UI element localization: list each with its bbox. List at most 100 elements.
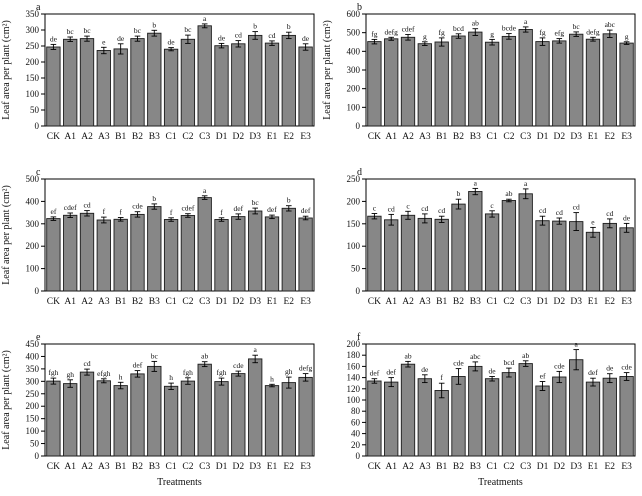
sig-letter-E2: b	[287, 22, 291, 31]
bar-CK	[46, 46, 61, 127]
category-label-D2: D2	[233, 132, 245, 142]
plot-box	[44, 13, 315, 127]
category-label-CK: CK	[368, 462, 381, 472]
sig-letter-E3: cde	[621, 363, 632, 372]
bar-D2	[231, 373, 246, 457]
bar-A3	[96, 380, 111, 457]
bar-A2	[400, 214, 416, 292]
y-tick-label: 350	[26, 9, 40, 19]
category-label-C1: C1	[166, 132, 177, 142]
category-label-C2: C2	[503, 132, 514, 142]
sig-letter-D3: cd	[573, 203, 580, 212]
panel-letter: b	[357, 2, 362, 13]
sig-letter-A3: g	[423, 32, 427, 41]
bar-A3	[96, 219, 111, 292]
category-label-D1: D1	[537, 132, 549, 142]
sig-letter-D2: cde	[233, 361, 244, 370]
category-label-B3: B3	[149, 297, 160, 307]
sig-letter-D3: b	[253, 22, 257, 31]
category-label-CK: CK	[368, 132, 381, 142]
sig-letter-A2: ab	[404, 351, 411, 360]
sig-letter-CK: def	[370, 369, 380, 378]
y-tick-label: 250	[26, 41, 40, 51]
bar-D1	[214, 45, 229, 127]
y-tick-label: 80	[351, 406, 361, 416]
bar-D3	[569, 33, 584, 127]
bar-E2	[281, 207, 296, 292]
bar-A2	[400, 36, 416, 127]
category-label-C3: C3	[520, 132, 531, 142]
bar-E1	[585, 38, 601, 127]
category-label-A3: A3	[419, 297, 431, 307]
sig-letter-E1: h	[270, 374, 274, 383]
panel-letter: d	[357, 167, 362, 178]
bar-B2	[451, 35, 466, 127]
sig-letter-E1: e	[591, 217, 595, 226]
y-tick-label: 400	[347, 46, 361, 56]
bar-D3	[248, 34, 263, 127]
bar-B1	[113, 48, 128, 127]
bar-E2	[602, 33, 617, 127]
sig-letter-A3: efgh	[97, 369, 111, 378]
category-label-CK: CK	[47, 462, 60, 472]
category-label-D3: D3	[570, 132, 582, 142]
sig-letter-A1: bc	[67, 27, 75, 36]
bar-CK	[367, 380, 382, 457]
category-label-D2: D2	[233, 462, 245, 472]
category-label-C3: C3	[199, 132, 210, 142]
bar-CK	[367, 215, 382, 292]
category-label-C2: C2	[182, 297, 193, 307]
bar-B1	[434, 218, 449, 292]
sig-letter-C3: ab	[522, 351, 529, 360]
category-label-E1: E1	[267, 462, 278, 472]
y-tick-label: 150	[26, 73, 40, 83]
sig-letter-C2: fgh	[183, 368, 193, 377]
sig-letter-D1: ef	[540, 372, 546, 381]
y-tick-label: 200	[26, 401, 40, 411]
y-tick-label: 50	[30, 105, 40, 115]
category-label-D2: D2	[554, 132, 566, 142]
sig-letter-E3: def	[301, 206, 311, 215]
sig-letter-A1: gh	[66, 370, 74, 379]
sig-letter-D1: f	[220, 208, 223, 217]
category-label-A2: A2	[402, 132, 414, 142]
sig-letter-D3: a	[574, 340, 578, 349]
bar-E2	[281, 34, 296, 127]
category-label-B1: B1	[436, 462, 447, 472]
sig-letter-C3: a	[203, 186, 207, 195]
bar-E1	[264, 216, 280, 292]
category-label-D3: D3	[570, 462, 582, 472]
bar-D2	[552, 220, 567, 292]
sig-letter-D3: a	[253, 345, 257, 354]
category-label-A1: A1	[64, 297, 76, 307]
sig-letter-D2: cd	[235, 31, 242, 40]
y-tick-label: 100	[26, 264, 40, 274]
category-label-D3: D3	[570, 297, 582, 307]
sig-letter-C3: a	[203, 14, 207, 23]
panel-letter: e	[36, 332, 41, 343]
sig-letter-A2: c	[406, 201, 410, 210]
category-label-E3: E3	[300, 132, 311, 142]
chart-a: a 0 50 100 150 200 250 300 350 de CK bc A1 bc A2 e A3 de B…	[1, 2, 315, 142]
bar-E3	[298, 217, 313, 292]
sig-letter-E2: b	[287, 196, 291, 205]
bar-B2	[130, 373, 145, 457]
y-tick-label: 250	[347, 174, 361, 184]
bar-A1	[63, 383, 78, 457]
y-tick-label: 100	[347, 102, 361, 112]
y-tick-label: 200	[26, 241, 40, 251]
bar-B3	[147, 32, 162, 127]
sig-letter-B2: b	[457, 189, 461, 198]
bar-D2	[231, 43, 246, 127]
y-tick-label: 40	[351, 429, 361, 439]
category-label-C1: C1	[166, 462, 177, 472]
panel-c: c 0 100 200 300 400 500 ef CK cdef A1 cd A2 f A3 f B1 cde…	[0, 165, 321, 330]
category-label-D1: D1	[216, 132, 228, 142]
sig-letter-C3: a	[524, 17, 528, 26]
y-tick-label: 400	[26, 351, 40, 361]
category-label-D2: D2	[554, 462, 566, 472]
x-axis-label: Treatments	[478, 477, 523, 488]
bar-C2	[180, 38, 196, 127]
category-label-E3: E3	[300, 297, 311, 307]
y-tick-label: 140	[347, 373, 361, 383]
